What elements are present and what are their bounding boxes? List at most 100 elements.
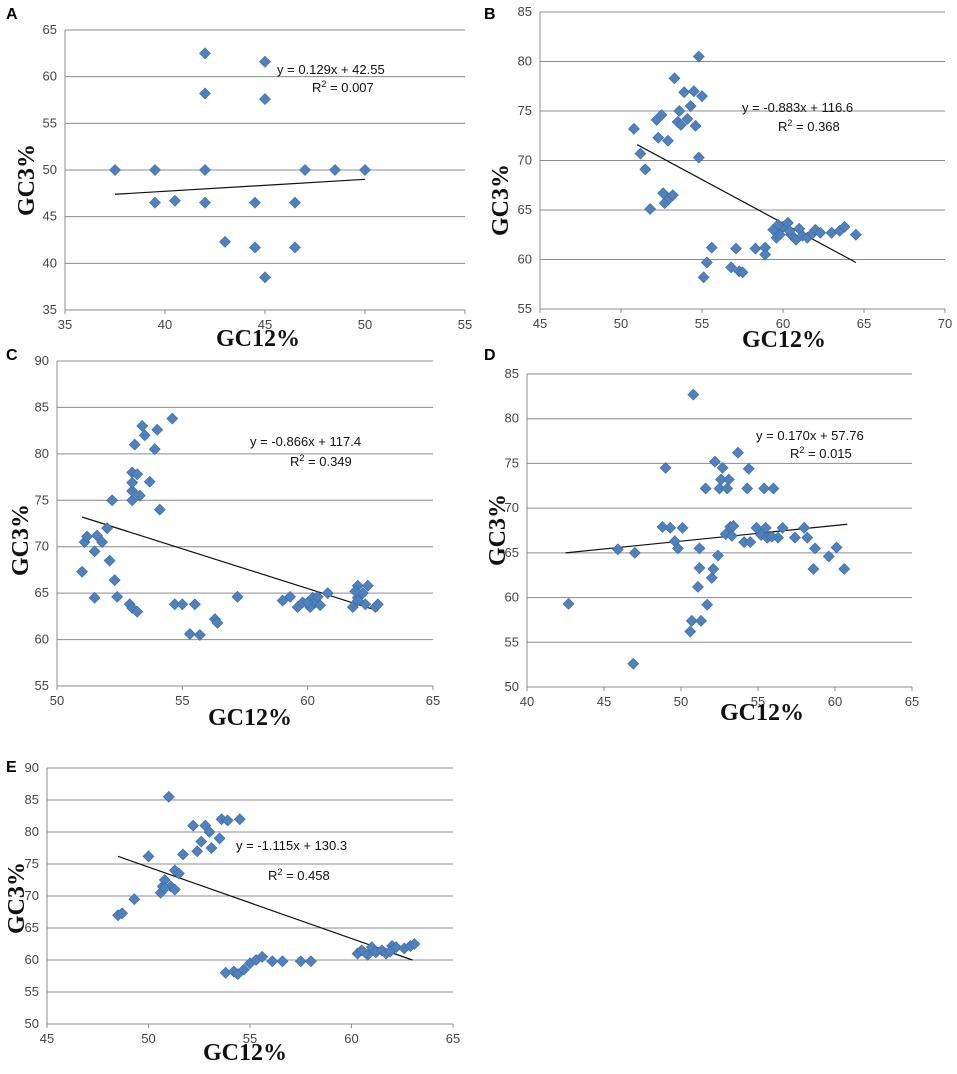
data-point — [830, 541, 843, 554]
data-point — [259, 55, 271, 68]
data-point — [767, 482, 780, 495]
data-point — [681, 112, 694, 125]
data-point — [128, 893, 141, 906]
y-tick-label: 40 — [43, 255, 57, 270]
data-point — [657, 187, 670, 200]
data-point — [776, 521, 789, 534]
y-tick-label: 75 — [518, 103, 532, 118]
y-tick-label: 55 — [505, 634, 519, 649]
data-point — [249, 196, 261, 209]
y-tick-label: 70 — [25, 888, 39, 903]
data-point — [259, 271, 271, 284]
data-point — [231, 590, 244, 603]
y-tick-label: 65 — [25, 920, 39, 935]
data-point — [684, 100, 697, 112]
y-tick-label: 65 — [43, 22, 57, 37]
x-tick-label: 55 — [458, 317, 472, 332]
data-point — [639, 163, 652, 176]
data-point — [158, 882, 171, 895]
r-squared-label: R2 = 0.368 — [778, 118, 840, 134]
x-tick-label: 50 — [141, 1031, 155, 1046]
y-axis-label: GC3% — [8, 504, 34, 576]
x-tick-label: 60 — [300, 693, 314, 708]
data-point — [634, 147, 647, 160]
y-tick-label: 50 — [25, 1016, 39, 1031]
x-axis-label: GC12% — [216, 326, 300, 352]
data-point — [666, 189, 679, 202]
data-point — [741, 482, 754, 495]
data-point — [289, 241, 301, 254]
data-point — [183, 628, 196, 640]
data-point — [676, 521, 689, 534]
x-tick-label: 50 — [50, 693, 64, 708]
data-point — [193, 629, 206, 641]
data-point — [126, 476, 139, 489]
data-point — [199, 196, 211, 209]
data-point — [101, 522, 114, 535]
data-point — [266, 955, 279, 968]
y-tick-label: 90 — [25, 760, 39, 775]
data-point — [126, 485, 139, 497]
data-point — [294, 955, 307, 968]
data-point — [692, 50, 705, 63]
x-tick-label: 45 — [597, 694, 611, 709]
regression-equation: y = -0.866x + 117.4 — [250, 434, 361, 449]
data-point — [314, 599, 327, 612]
data-point — [384, 945, 396, 958]
data-point — [143, 475, 156, 488]
data-point — [678, 86, 691, 99]
data-point — [131, 468, 144, 481]
y-tick-label: 85 — [35, 399, 49, 414]
y-axis-label: GC3% — [488, 164, 514, 236]
data-point — [195, 835, 208, 848]
data-point — [126, 494, 139, 507]
y-tick-label: 60 — [25, 952, 39, 967]
data-point — [359, 164, 371, 176]
data-point — [727, 520, 740, 532]
regression-equation: y = 0.129x + 42.55 — [277, 62, 385, 77]
data-point — [783, 224, 796, 237]
x-axis-label: GC12% — [720, 700, 804, 726]
data-point — [199, 87, 211, 100]
data-point — [671, 542, 684, 555]
data-point — [199, 47, 211, 60]
regression-equation: y = 0.170x + 57.76 — [756, 428, 864, 443]
data-point — [687, 388, 700, 401]
data-point — [772, 218, 785, 231]
data-point — [81, 530, 94, 543]
y-tick-label: 65 — [505, 545, 519, 560]
data-point — [838, 220, 851, 233]
x-tick-label: 45 — [40, 1031, 54, 1046]
data-point — [188, 598, 201, 611]
x-tick-label: 50 — [358, 317, 372, 332]
trend-line — [114, 178, 366, 195]
x-tick-label: 55 — [243, 1031, 257, 1046]
data-point — [628, 546, 641, 559]
data-point — [205, 842, 218, 854]
y-tick-label: 60 — [505, 590, 519, 605]
trend-line — [81, 516, 379, 612]
data-point — [744, 536, 757, 549]
r-squared-label: R2 = 0.007 — [312, 79, 374, 95]
data-point — [109, 164, 121, 176]
data-point — [237, 963, 250, 976]
x-axis-label: GC12% — [208, 705, 292, 731]
data-point — [169, 194, 181, 207]
data-point — [301, 596, 314, 609]
x-tick-label: 65 — [857, 316, 871, 331]
data-point — [173, 867, 185, 880]
y-tick-label: 55 — [518, 301, 532, 316]
data-point — [627, 657, 640, 670]
panel-label-b: B — [484, 6, 496, 23]
y-tick-label: 60 — [518, 252, 532, 267]
data-point — [693, 542, 706, 555]
data-point — [722, 473, 735, 486]
data-point — [732, 446, 744, 459]
data-point — [736, 266, 749, 279]
y-axis-label: GC3% — [485, 494, 511, 566]
y-tick-label: 60 — [35, 632, 49, 647]
data-point — [707, 563, 720, 575]
data-point — [695, 614, 707, 627]
data-point — [705, 241, 718, 254]
